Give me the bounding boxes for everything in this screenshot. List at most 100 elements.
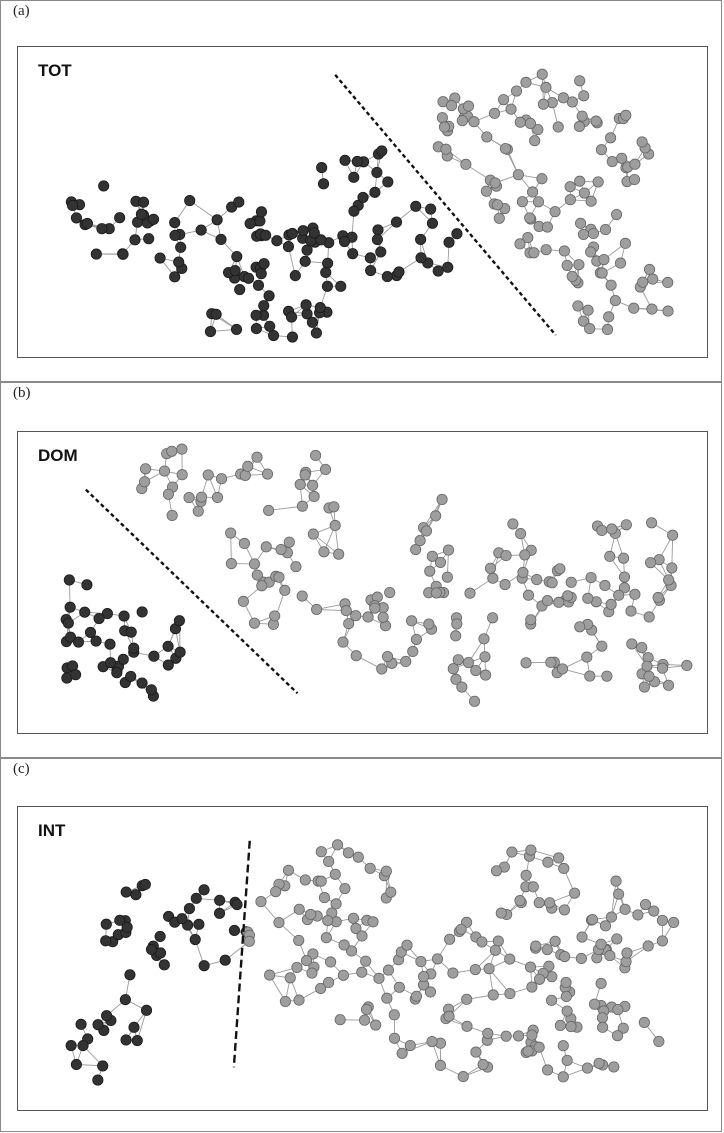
network-node-dark [79, 606, 91, 618]
network-node-dark [173, 256, 185, 268]
network-node-light [522, 1045, 534, 1057]
network-node-dark [154, 252, 166, 264]
network-node-light [367, 916, 379, 928]
network-node-light [506, 846, 518, 858]
network-node-light [456, 681, 468, 693]
network-node-light [487, 612, 499, 624]
network-node-light [628, 173, 641, 186]
network-node-dark [129, 234, 141, 246]
network-node-light [556, 663, 569, 675]
network-node-light [444, 933, 456, 945]
network-node-dark [365, 264, 377, 277]
network-node-light [420, 525, 433, 537]
network-node-light [410, 543, 422, 556]
network-node-dark [258, 300, 270, 312]
network-node-light [380, 865, 392, 877]
network-node-light [524, 212, 536, 224]
network-title: INT [38, 821, 66, 840]
network-node-dark [348, 205, 360, 217]
network-node-light [613, 888, 625, 900]
network-node-light [299, 469, 311, 481]
network-node-light [619, 237, 631, 249]
network-node-dark [189, 933, 201, 946]
network-node-light [323, 855, 335, 868]
network-node-light [545, 994, 558, 1006]
network-node-dark [255, 206, 268, 218]
network-node-light [139, 463, 152, 475]
network-node-light [561, 1054, 573, 1066]
network-node-light [584, 670, 596, 682]
network-node-light [251, 569, 263, 581]
network-node-light [590, 115, 602, 127]
network-node-light [605, 911, 618, 923]
network-node-light [334, 1014, 346, 1026]
network-node-light [423, 618, 435, 630]
network-node-light [443, 1010, 455, 1022]
network-node-dark [173, 615, 185, 627]
network-node-light [528, 247, 540, 259]
network-node-dark [213, 907, 226, 919]
network-node-dark [70, 669, 82, 681]
network-node-light [248, 558, 261, 570]
network-node-dark [198, 884, 210, 896]
network-node-light [526, 981, 538, 993]
network-node-dark [120, 1034, 132, 1046]
network-node-light [557, 92, 569, 104]
network-node-light [489, 944, 501, 956]
network-node-light [573, 120, 585, 133]
network-node-light [256, 580, 268, 592]
network-node-light [575, 952, 587, 965]
network-node-light [606, 523, 618, 535]
network-node-dark [139, 878, 151, 891]
network-node-dark [376, 145, 388, 157]
network-node-dark [81, 579, 93, 591]
network-node-light [541, 221, 553, 233]
network-node-light [537, 98, 549, 110]
network-node-light [396, 1047, 408, 1059]
network-node-light [637, 276, 649, 288]
network-node-dark [415, 252, 427, 264]
network-node-light [319, 463, 332, 476]
network-node-light [616, 152, 628, 164]
network-node-light [322, 914, 334, 927]
network-node-light [452, 654, 464, 666]
network-node-light [514, 116, 526, 128]
network-node-light [306, 967, 318, 979]
network-node-light [564, 181, 576, 193]
network-node-light [652, 591, 664, 604]
network-node-dark [255, 268, 267, 280]
network-node-light [488, 107, 501, 119]
network-node-light [587, 227, 599, 240]
network-node-dark [92, 1074, 104, 1086]
network-node-light [584, 323, 596, 335]
network-node-light [596, 524, 608, 537]
network-node-light [663, 574, 675, 586]
network-node-light [636, 136, 648, 148]
network-node-light [468, 695, 481, 707]
network-node-light [544, 897, 556, 909]
network-node-light [569, 887, 581, 899]
network-node-light [400, 655, 412, 668]
network-node-dark [244, 217, 256, 230]
network-node-light [462, 657, 475, 669]
network-node-light [541, 595, 554, 607]
network-node-light [315, 846, 327, 858]
network-node-dark [190, 892, 202, 904]
network-node-dark [135, 208, 147, 220]
network-node-dark [140, 1004, 153, 1016]
network-node-light [536, 173, 548, 185]
network-node-dark [169, 229, 181, 241]
network-node-light [605, 598, 617, 610]
network-node-dark [111, 667, 123, 679]
network-node-dark [169, 271, 181, 283]
network-node-dark [264, 320, 276, 332]
network-node-light [643, 611, 655, 623]
network-node-dark [432, 265, 444, 277]
network-node-light [356, 966, 368, 978]
network-node-light [315, 875, 327, 887]
network-node-light [601, 670, 613, 682]
network-node-light [554, 1019, 566, 1032]
network-node-dark [117, 653, 129, 665]
network-node-dark [268, 329, 280, 342]
network-node-light [663, 679, 675, 691]
